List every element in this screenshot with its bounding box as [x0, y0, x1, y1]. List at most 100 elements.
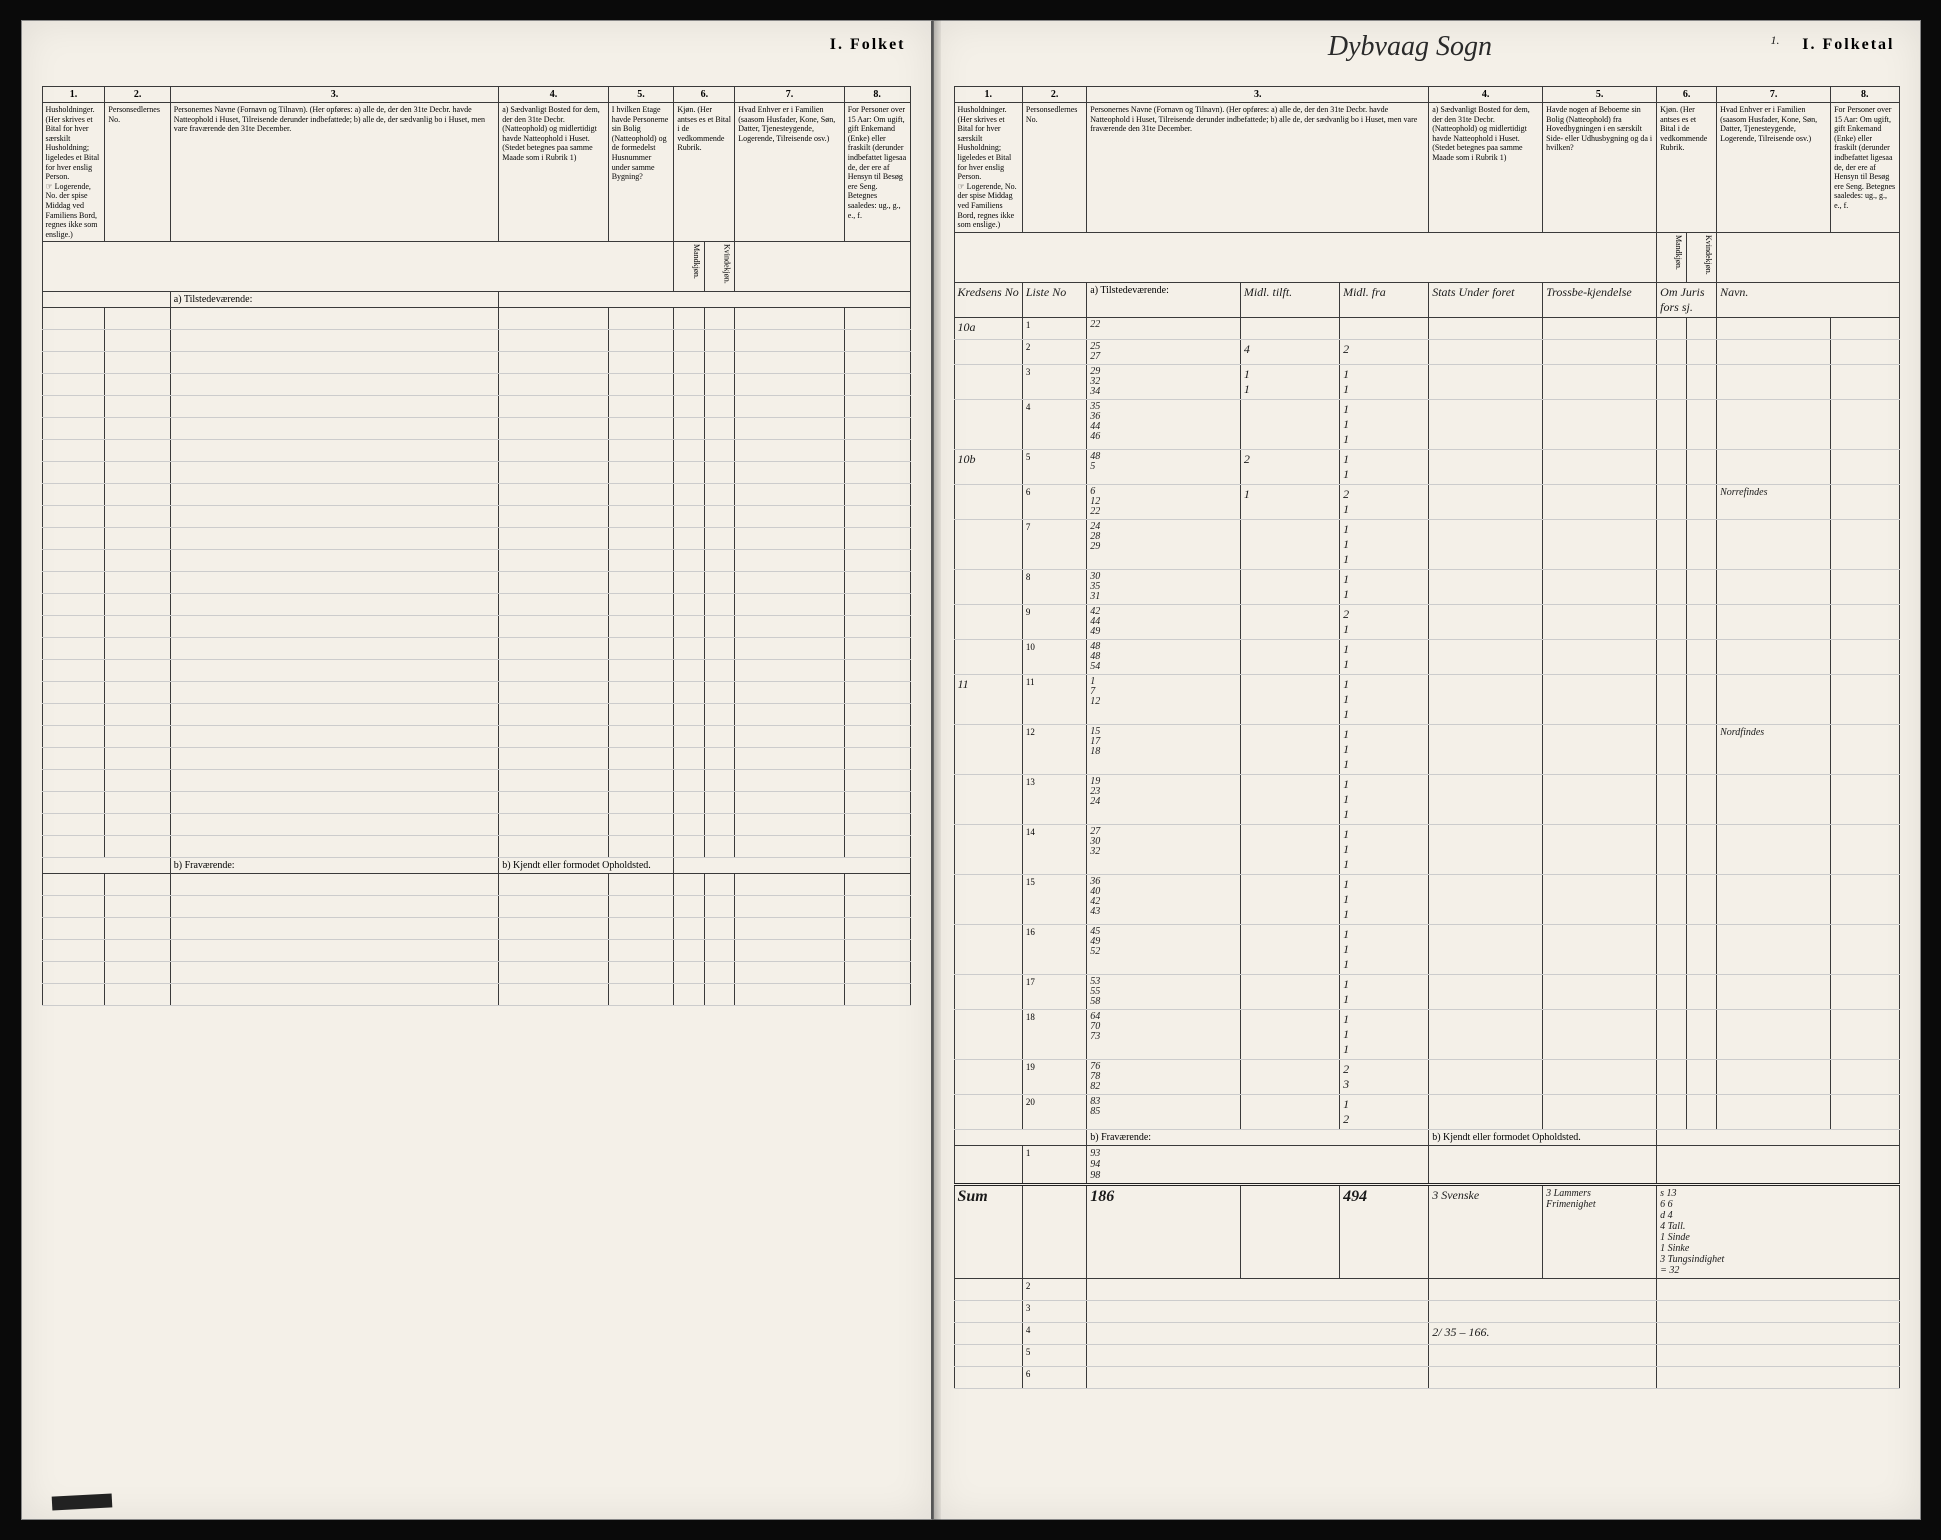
- m-cell: [1657, 1059, 1687, 1094]
- colnum: 3.: [1087, 87, 1429, 103]
- table-row: [42, 572, 910, 594]
- col7-header: Hvad Enhver er i Familien (saasom Husfad…: [735, 103, 844, 242]
- om-header: Om Juris fors sj.: [1657, 282, 1717, 317]
- liste-cell: 13: [1022, 774, 1086, 824]
- blank: [954, 1278, 1022, 1300]
- table-row: 724 28 291 1 1: [954, 519, 1899, 569]
- c1-cell: [1240, 1059, 1339, 1094]
- ledger-book: I. Folket 1. 2. 3. 4. 5. 6. 7. 8. Hushol…: [21, 20, 1921, 1520]
- table-row: [42, 308, 910, 330]
- table-row: [42, 792, 910, 814]
- c3-cell: [1429, 1094, 1543, 1129]
- k-cell: [1687, 824, 1717, 874]
- m-cell: [1657, 1009, 1687, 1059]
- tally-cell: 30 35 31: [1087, 569, 1241, 604]
- c2-cell: 1 1: [1340, 569, 1429, 604]
- k-cell: [1687, 604, 1717, 639]
- table-row: 10a122: [954, 317, 1899, 339]
- frav-liste: 2: [1022, 1278, 1086, 1300]
- handwriting-header-row: Kredsens No Liste No a) Tilstedeværende:…: [954, 282, 1899, 317]
- tally-cell: 83 85: [1087, 1094, 1241, 1129]
- k-cell: [1687, 724, 1717, 774]
- tilstede-label: a) Tilstedeværende:: [170, 292, 498, 308]
- colnum: 5.: [1543, 87, 1657, 103]
- frav-row: 5: [954, 1344, 1899, 1366]
- table-row: 942 44 492 1: [954, 604, 1899, 639]
- kreds-cell: [954, 974, 1022, 1009]
- k-cell: [1687, 1094, 1717, 1129]
- c2-cell: 1 1 1: [1340, 674, 1429, 724]
- c4-cell: [1543, 484, 1657, 519]
- c4-cell: [1543, 317, 1657, 339]
- table-row: [42, 528, 910, 550]
- table-row: 1753 55 581 1: [954, 974, 1899, 1009]
- col6-header: Kjøn. (Her antses es et Bital i de vedko…: [1657, 103, 1717, 233]
- c2-cell: 2 1: [1340, 604, 1429, 639]
- frav-liste: 1: [1022, 1145, 1086, 1184]
- sum-v2: 494: [1340, 1184, 1429, 1278]
- note-cell: [1717, 639, 1831, 674]
- c4-cell: [1543, 519, 1657, 569]
- kreds-cell: 10b: [954, 449, 1022, 484]
- c2-cell: 1 1: [1340, 974, 1429, 1009]
- subheader-row: Mandkjøn. Kvindekjøn.: [42, 242, 910, 292]
- kreds-cell: [954, 724, 1022, 774]
- table-row: [42, 396, 910, 418]
- table-row: [42, 984, 910, 1006]
- kreds-cell: 10a: [954, 317, 1022, 339]
- blank-cell: [1831, 364, 1899, 399]
- c3-cell: [1429, 874, 1543, 924]
- blank: [1657, 1322, 1899, 1344]
- table-row: [42, 704, 910, 726]
- table-row: [42, 462, 910, 484]
- k-cell: [1687, 1059, 1717, 1094]
- table-row: [42, 962, 910, 984]
- blank-cell: [1831, 974, 1899, 1009]
- c3-cell: [1429, 364, 1543, 399]
- frav-note: [1429, 1366, 1657, 1388]
- c1-cell: [1240, 724, 1339, 774]
- tally-cell: 19 23 24: [1087, 774, 1241, 824]
- k-cell: [1687, 317, 1717, 339]
- k-cell: [1687, 639, 1717, 674]
- blank: [954, 1322, 1022, 1344]
- table-row: 2083 851 2: [954, 1094, 1899, 1129]
- c4-cell: [1543, 774, 1657, 824]
- c3-cell: [1429, 974, 1543, 1009]
- c4-cell: [1543, 1059, 1657, 1094]
- table-row: [42, 814, 910, 836]
- colnum: 5.: [608, 87, 674, 103]
- blank-cell: [1831, 924, 1899, 974]
- frav-tally: [1087, 1300, 1429, 1322]
- midlt-header: Midl. tilft.: [1240, 282, 1339, 317]
- c3-cell: [1429, 1009, 1543, 1059]
- tally-cell: 1 7 12: [1087, 674, 1241, 724]
- colnum: 1.: [954, 87, 1022, 103]
- colnum: 7.: [1717, 87, 1831, 103]
- c1-cell: [1240, 519, 1339, 569]
- frav-tally: [1087, 1322, 1429, 1344]
- m-cell: [1657, 569, 1687, 604]
- sum-label: Sum: [954, 1184, 1022, 1278]
- c1-cell: 4: [1240, 339, 1339, 364]
- liste-cell: 7: [1022, 519, 1086, 569]
- table-row: 10b548 521 1: [954, 449, 1899, 484]
- liste-cell: 2: [1022, 339, 1086, 364]
- col8-header: For Personer over 15 Aar: Om ugift, gift…: [844, 103, 910, 242]
- sum-v4: 3 Lammers Frimenighet: [1543, 1184, 1657, 1278]
- table-row: 66 12 2212 1Norrefindes: [954, 484, 1899, 519]
- c2-cell: 1 1 1: [1340, 724, 1429, 774]
- c2-cell: 2 3: [1340, 1059, 1429, 1094]
- colnum: 3.: [170, 87, 498, 103]
- blank: [1657, 1366, 1899, 1388]
- frav-label: b) Fraværende:: [170, 858, 498, 874]
- kreds-cell: [954, 824, 1022, 874]
- liste-cell: 6: [1022, 484, 1086, 519]
- blank-cell: [1831, 1094, 1899, 1129]
- c1-cell: [1240, 604, 1339, 639]
- table-row: [42, 506, 910, 528]
- kreds-cell: [954, 639, 1022, 674]
- blank-cell: [1831, 1009, 1899, 1059]
- colnum: 4.: [1429, 87, 1543, 103]
- blank-cell: [1831, 674, 1899, 724]
